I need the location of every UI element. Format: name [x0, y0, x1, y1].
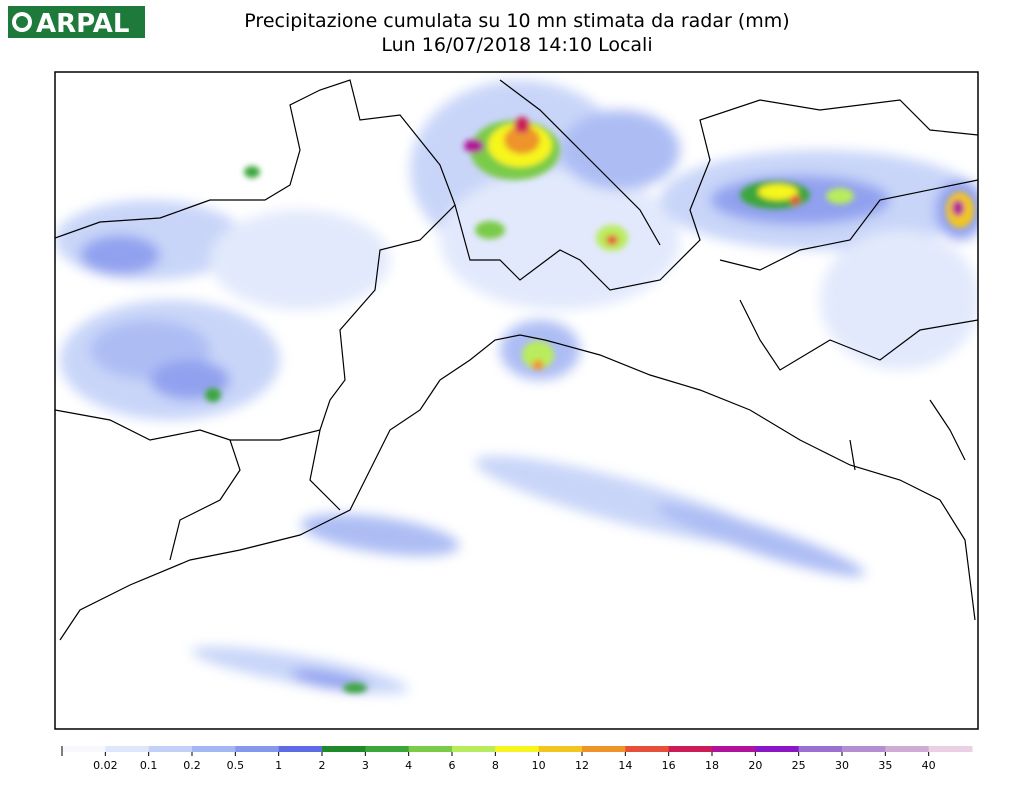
colorbar-swatch [625, 746, 670, 752]
colorbar-swatch [105, 746, 150, 752]
colorbar-label: 3 [362, 759, 369, 772]
colorbar-label: 12 [575, 759, 589, 772]
colorbar-swatch [798, 746, 843, 752]
colorbar: 0.02 0.1 0.2 0.5 1 2 3 4 6 8 10 12 14 16 18 20 25 30 35 40 [61, 746, 973, 772]
colorbar-label: 35 [878, 759, 892, 772]
colorbar-label: 0.02 [93, 759, 118, 772]
colorbar-label: 20 [748, 759, 762, 772]
colorbar-label: 30 [835, 759, 849, 772]
colorbar-label: 6 [449, 759, 456, 772]
colorbar-label: 4 [405, 759, 412, 772]
colorbar-label: 25 [792, 759, 806, 772]
colorbar-swatch [322, 746, 366, 752]
colorbar-swatch [408, 746, 453, 752]
colorbar-label: 8 [492, 759, 499, 772]
colorbar-swatch [538, 746, 583, 752]
colorbar-swatch [928, 746, 973, 752]
colorbar-swatch [755, 746, 800, 752]
colorbar-swatch [668, 746, 713, 752]
colorbar-swatch [235, 746, 280, 752]
colorbar-label: 1 [275, 759, 282, 772]
colorbar-swatch [885, 746, 930, 752]
colorbar-label: 14 [618, 759, 632, 772]
colorbar-swatch [582, 746, 626, 752]
colorbar-swatch [495, 746, 540, 752]
colorbar-swatch [192, 746, 236, 752]
colorbar-swatch [712, 746, 756, 752]
colorbar-swatch [148, 746, 193, 752]
colorbar-label: 0.5 [227, 759, 245, 772]
borders [55, 79, 978, 641]
colorbar-swatch [62, 746, 106, 752]
colorbar-label: 0.2 [183, 759, 201, 772]
colorbar-swatch [452, 746, 496, 752]
map-frame [54, 71, 979, 730]
map-subtitle: Lun 16/07/2018 14:10 Locali [381, 34, 652, 56]
colorbar-label: 0.1 [140, 759, 158, 772]
colorbar-label: 16 [662, 759, 676, 772]
radar-field [55, 79, 978, 694]
logo: ARPAL [8, 6, 145, 39]
colorbar-label: 40 [922, 759, 936, 772]
colorbar-label: 18 [705, 759, 719, 772]
colorbar-swatch [842, 746, 886, 752]
map-title: Precipitazione cumulata su 10 mn stimata… [244, 10, 789, 32]
colorbar-swatch [365, 746, 410, 752]
colorbar-swatch [278, 746, 323, 752]
colorbar-label: 10 [532, 759, 546, 772]
logo-text: ARPAL [36, 9, 130, 39]
colorbar-label: 2 [319, 759, 326, 772]
